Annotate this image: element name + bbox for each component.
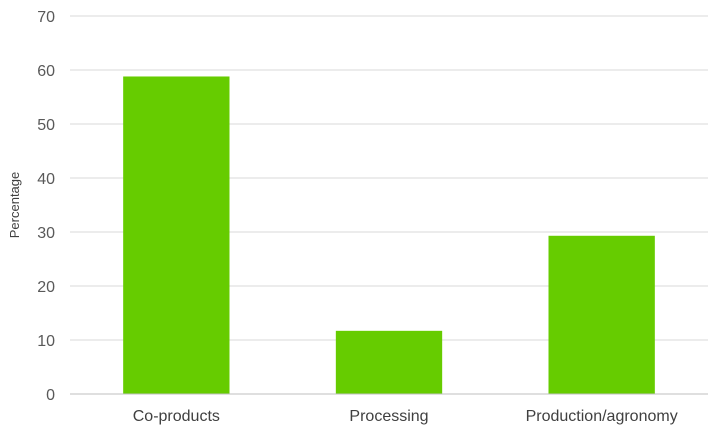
- y-tick-label: 70: [37, 9, 55, 26]
- y-tick-label: 30: [37, 225, 55, 242]
- y-axis-title: Percentage: [7, 172, 22, 239]
- y-tick-label: 40: [37, 171, 55, 188]
- x-category-label: Production/agronomy: [526, 408, 678, 425]
- bar: [123, 76, 230, 394]
- y-axis-ticks: 0 10 20 30 40 50 60 70: [37, 9, 55, 404]
- y-tick-label: 0: [46, 387, 55, 404]
- x-category-label: Co-products: [133, 408, 220, 425]
- x-axis-category-labels: Co-products Processing Production/agronomy: [133, 408, 678, 425]
- bars: [123, 76, 655, 394]
- bar: [548, 235, 655, 394]
- x-category-label: Processing: [349, 408, 428, 425]
- y-tick-label: 10: [37, 333, 55, 350]
- y-tick-label: 50: [37, 117, 55, 134]
- y-tick-label: 60: [37, 63, 55, 80]
- bar: [335, 330, 443, 394]
- y-tick-label: 20: [37, 279, 55, 296]
